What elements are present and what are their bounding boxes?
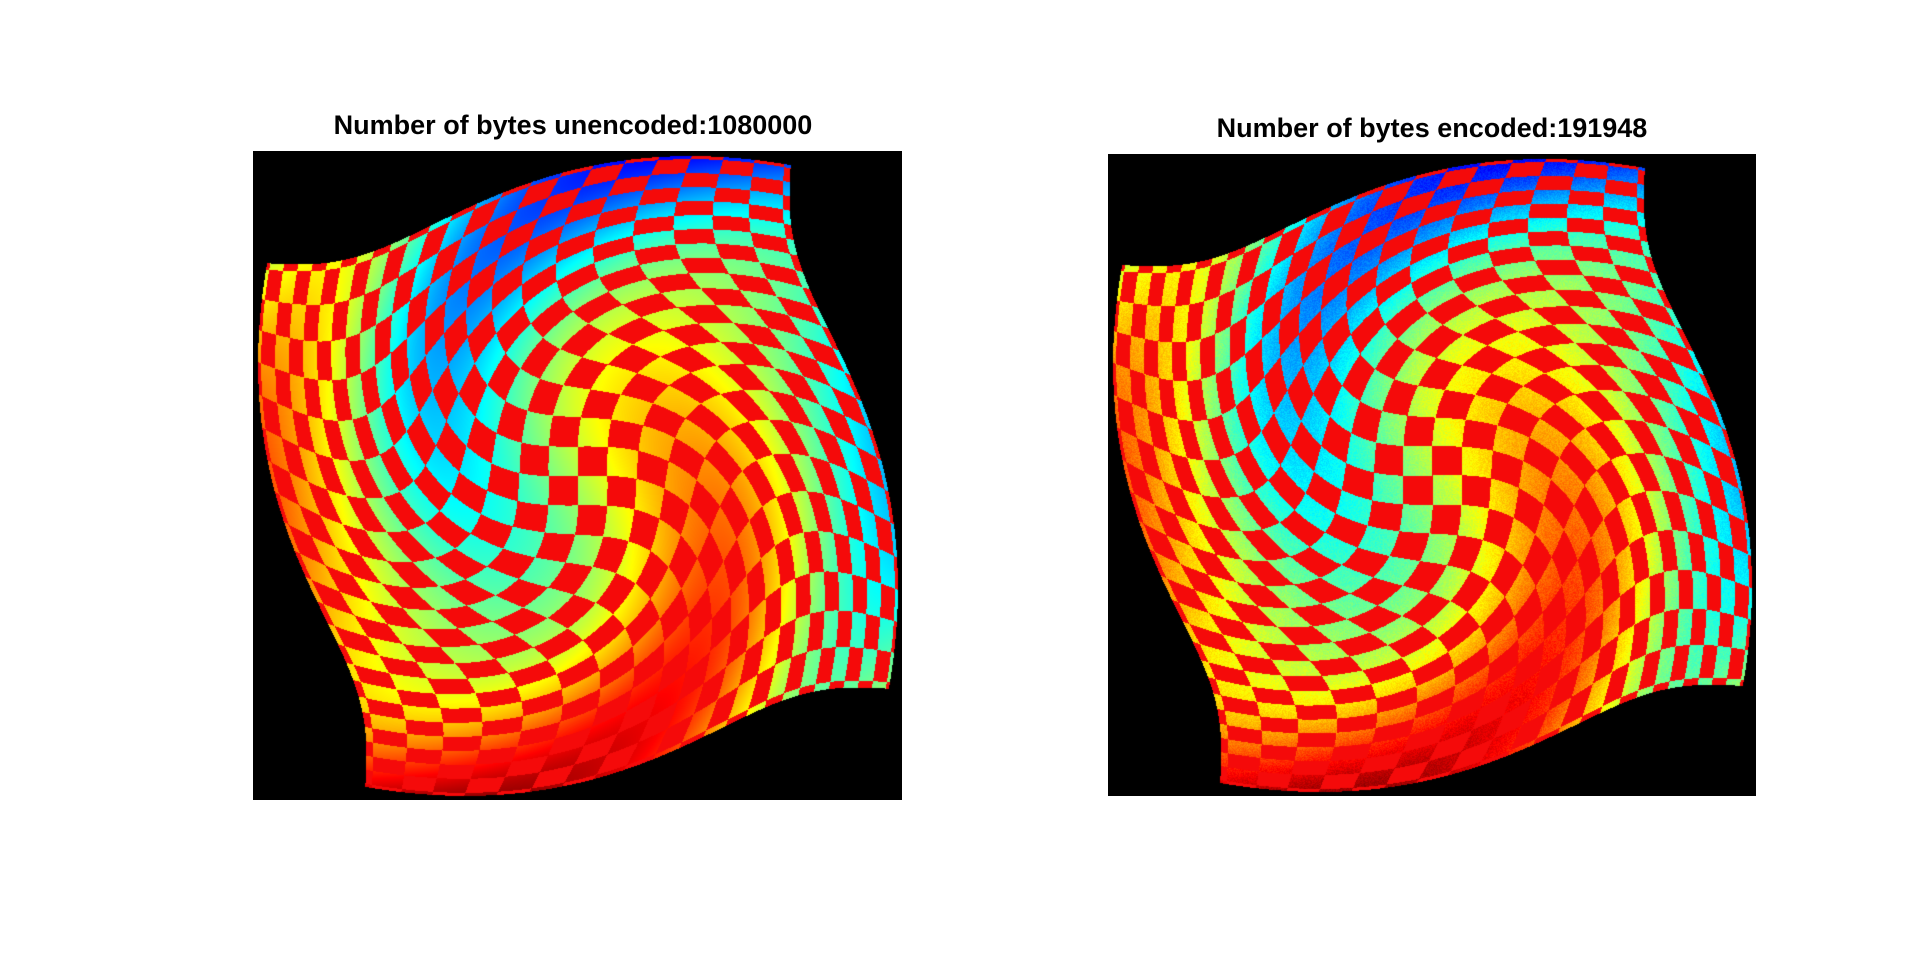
left-panel-title: Number of bytes unencoded:1080000 [334, 112, 813, 139]
right-image-axes [1108, 154, 1756, 796]
right-panel-title: Number of bytes encoded:191948 [1217, 115, 1648, 142]
left-image-axes [253, 151, 902, 800]
right-warped-checkerboard-image [1108, 154, 1756, 796]
left-warped-checkerboard-image [253, 151, 902, 800]
